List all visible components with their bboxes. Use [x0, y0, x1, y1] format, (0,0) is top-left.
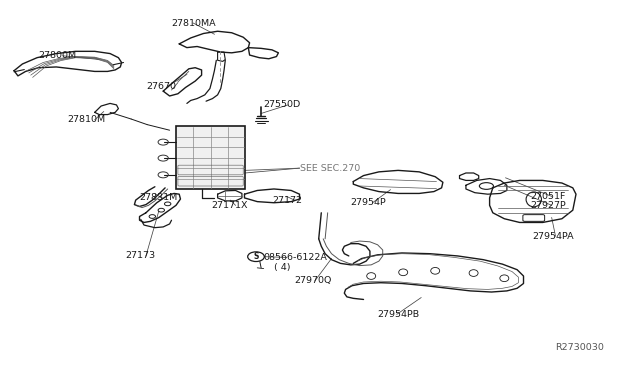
Text: 27550D: 27550D	[264, 100, 301, 109]
Text: 27810MA: 27810MA	[172, 19, 216, 28]
Text: ( 4): ( 4)	[274, 263, 291, 272]
Text: 27954PB: 27954PB	[378, 310, 420, 319]
Text: 27831M: 27831M	[140, 193, 178, 202]
Text: 27051F: 27051F	[530, 192, 565, 201]
Text: 27171X: 27171X	[211, 201, 248, 210]
Text: SEE SEC.270: SEE SEC.270	[300, 164, 360, 173]
Text: 27954PA: 27954PA	[532, 232, 574, 241]
FancyBboxPatch shape	[176, 126, 245, 189]
Text: 27670: 27670	[146, 82, 176, 91]
Text: 08566-6122A: 08566-6122A	[264, 253, 328, 262]
Text: 27954P: 27954P	[351, 198, 387, 207]
Text: 27970Q: 27970Q	[294, 276, 332, 285]
Text: 27173: 27173	[125, 251, 155, 260]
Text: S: S	[253, 252, 259, 261]
Text: 27800M: 27800M	[38, 51, 77, 60]
Text: 27172: 27172	[272, 196, 302, 205]
Text: 27810M: 27810M	[67, 115, 106, 124]
Text: 27927P: 27927P	[530, 201, 566, 210]
Text: R2730030: R2730030	[556, 343, 604, 352]
